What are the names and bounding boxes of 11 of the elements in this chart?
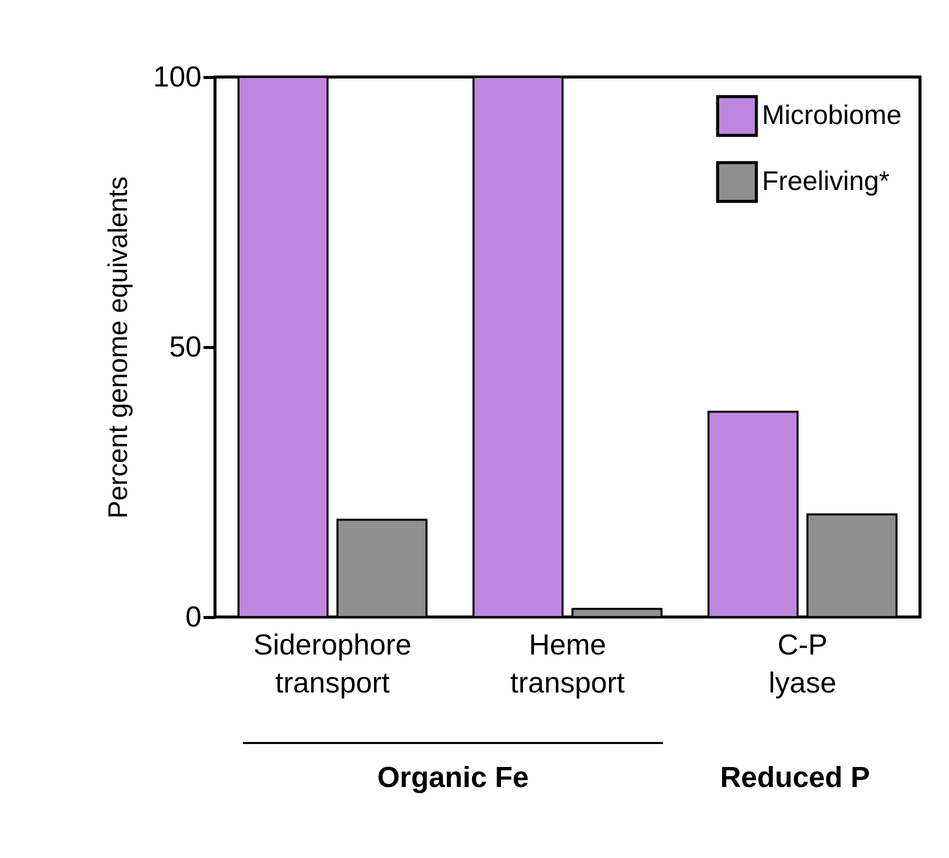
y-tick-label: 50 (169, 332, 202, 364)
text: Organic Fe (377, 762, 529, 795)
y-tick-label: 0 (185, 602, 202, 634)
x-tick-label: C-P lyase (768, 630, 836, 700)
legend-label: Microbiome (762, 100, 902, 130)
text: Reduced P (720, 762, 870, 795)
legend-label: Freeliving* (762, 166, 890, 196)
x-tick-label: Siderophore transport (254, 630, 412, 700)
y-tick-label: 100 (153, 62, 202, 94)
x-tick-label: Heme transport (510, 630, 625, 700)
y-axis-title: Percent genome equivalents (103, 176, 134, 519)
